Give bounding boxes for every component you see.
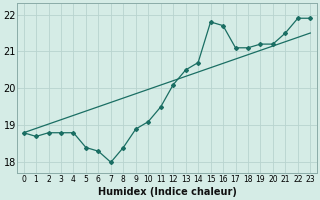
X-axis label: Humidex (Indice chaleur): Humidex (Indice chaleur): [98, 187, 236, 197]
